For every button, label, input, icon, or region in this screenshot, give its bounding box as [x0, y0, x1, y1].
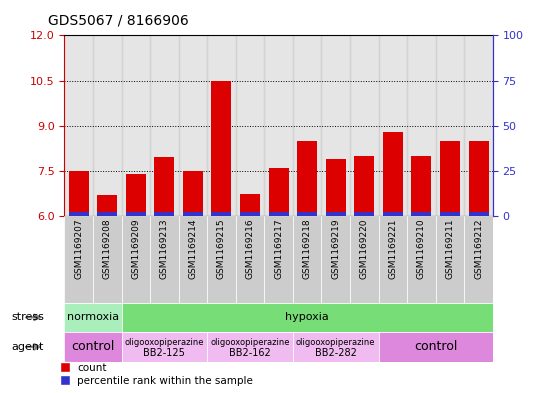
Bar — [297, 141, 317, 216]
Legend: count, percentile rank within the sample: count, percentile rank within the sample — [58, 360, 255, 388]
Bar — [469, 212, 488, 216]
Text: GSM1169210: GSM1169210 — [417, 219, 426, 279]
Text: normoxia: normoxia — [67, 312, 119, 322]
Text: GSM1169211: GSM1169211 — [445, 219, 455, 279]
Bar — [383, 212, 403, 216]
Text: GSM1169212: GSM1169212 — [474, 219, 483, 279]
Bar — [207, 35, 236, 216]
Text: GSM1169217: GSM1169217 — [274, 219, 283, 279]
Bar — [436, 216, 464, 303]
Bar — [264, 216, 293, 303]
Text: GSM1169221: GSM1169221 — [388, 219, 398, 279]
Bar — [64, 35, 93, 216]
Bar — [122, 303, 493, 332]
Bar — [183, 212, 203, 216]
Bar — [240, 212, 260, 216]
Text: oligooxopiperazine: oligooxopiperazine — [211, 338, 290, 347]
Text: BB2-162: BB2-162 — [229, 348, 271, 358]
Bar — [269, 168, 288, 216]
Text: GSM1169208: GSM1169208 — [102, 219, 112, 279]
Bar — [97, 195, 117, 216]
Bar — [179, 35, 207, 216]
Text: oligooxopiperazine: oligooxopiperazine — [125, 338, 204, 347]
Bar — [183, 171, 203, 216]
Bar — [64, 216, 93, 303]
Text: GSM1169209: GSM1169209 — [131, 219, 141, 279]
Bar — [179, 216, 207, 303]
Bar — [269, 212, 288, 216]
Bar — [464, 35, 493, 216]
Bar — [440, 212, 460, 216]
Bar — [379, 216, 407, 303]
Bar — [464, 216, 493, 303]
Bar — [122, 332, 207, 362]
Bar — [407, 216, 436, 303]
Bar — [150, 35, 179, 216]
Text: GSM1169220: GSM1169220 — [360, 219, 369, 279]
Text: GSM1169215: GSM1169215 — [217, 219, 226, 279]
Bar — [297, 212, 317, 216]
Bar — [412, 212, 431, 216]
Bar — [126, 212, 146, 216]
Text: BB2-125: BB2-125 — [143, 348, 185, 358]
Text: BB2-282: BB2-282 — [315, 348, 357, 358]
Bar — [350, 216, 379, 303]
Bar — [212, 212, 231, 216]
Bar — [122, 35, 150, 216]
Bar — [354, 212, 374, 216]
Bar — [64, 332, 122, 362]
Bar — [93, 216, 122, 303]
Text: GSM1169216: GSM1169216 — [245, 219, 255, 279]
Bar — [354, 156, 374, 216]
Bar — [69, 171, 88, 216]
Bar — [155, 157, 174, 216]
Bar — [69, 212, 88, 216]
Bar — [326, 212, 346, 216]
Text: oligooxopiperazine: oligooxopiperazine — [296, 338, 375, 347]
Bar — [122, 216, 150, 303]
Bar — [207, 216, 236, 303]
Bar — [150, 216, 179, 303]
Text: control: control — [71, 340, 115, 353]
Text: GSM1169214: GSM1169214 — [188, 219, 198, 279]
Text: agent: agent — [11, 342, 44, 352]
Bar — [236, 35, 264, 216]
Bar — [321, 216, 350, 303]
Bar — [412, 156, 431, 216]
Bar — [379, 332, 493, 362]
Bar — [383, 132, 403, 216]
Bar — [240, 193, 260, 216]
Bar — [97, 212, 117, 216]
Bar — [155, 212, 174, 216]
Text: GDS5067 / 8166906: GDS5067 / 8166906 — [48, 13, 188, 28]
Bar — [350, 35, 379, 216]
Text: GSM1169213: GSM1169213 — [160, 219, 169, 279]
Bar — [440, 141, 460, 216]
Bar — [379, 35, 407, 216]
Text: GSM1169207: GSM1169207 — [74, 219, 83, 279]
Bar — [64, 303, 122, 332]
Bar — [264, 35, 293, 216]
Bar — [236, 216, 264, 303]
Bar — [293, 332, 379, 362]
Bar — [207, 332, 293, 362]
Bar — [469, 141, 488, 216]
Bar — [326, 159, 346, 216]
Text: GSM1169218: GSM1169218 — [302, 219, 312, 279]
Bar — [126, 174, 146, 216]
Text: control: control — [414, 340, 458, 353]
Text: stress: stress — [11, 312, 44, 322]
Bar — [293, 216, 321, 303]
Bar — [212, 81, 231, 216]
Text: hypoxia: hypoxia — [285, 312, 329, 322]
Bar — [93, 35, 122, 216]
Bar — [407, 35, 436, 216]
Bar — [293, 35, 321, 216]
Bar — [321, 35, 350, 216]
Text: GSM1169219: GSM1169219 — [331, 219, 340, 279]
Bar — [436, 35, 464, 216]
